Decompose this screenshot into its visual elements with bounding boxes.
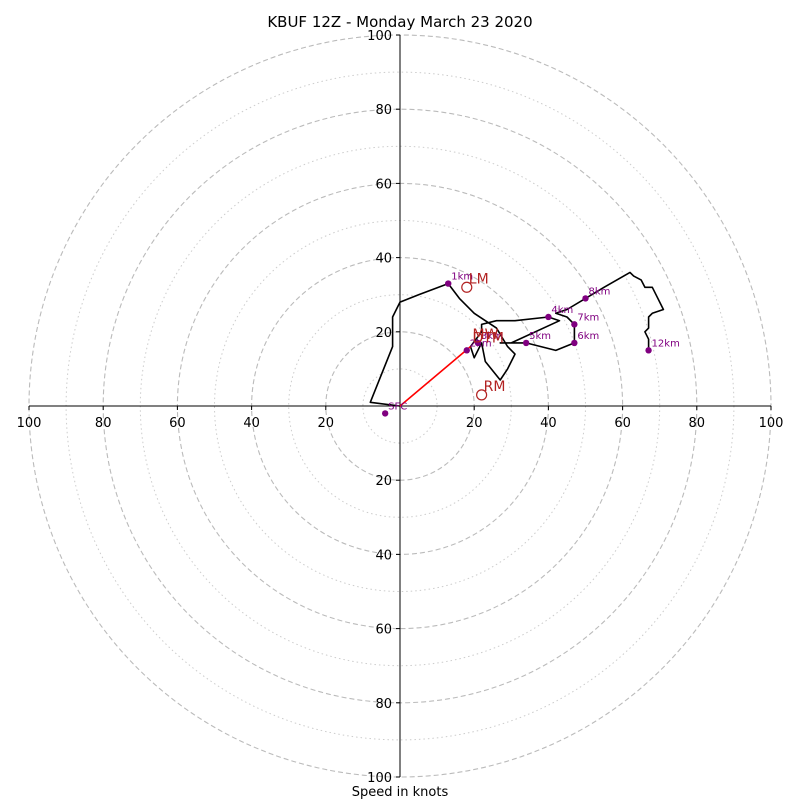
height-marker-label: 4km: [551, 305, 573, 316]
x-tick-label: 100: [759, 416, 784, 431]
height-marker-label: 12km: [652, 338, 680, 349]
y-tick-label: 60: [375, 177, 392, 192]
y-tick-label: 80: [375, 697, 392, 712]
height-marker-point: [445, 280, 452, 287]
y-tick-label: 20: [375, 474, 392, 489]
tick-labels: 100 80 60 40 20 20 40 60 80 100 20 40 60 80 100 20 40 60 8…: [17, 29, 784, 786]
height-marker-point: [463, 347, 470, 354]
height-markers: SFC1km2km3km4km5km6km7km8km12km: [381, 272, 680, 417]
height-marker-label: 7km: [577, 312, 599, 323]
x-tick-label: 60: [169, 416, 186, 431]
y-tick-label: 100: [367, 29, 392, 44]
storm-motion-label: MW: [472, 327, 498, 343]
y-tick-label: 40: [375, 548, 392, 563]
hodograph-line: [369, 271, 665, 407]
chart-title: KBUF 12Z - Monday March 23 2020: [267, 13, 532, 31]
x-tick-label: 40: [540, 416, 557, 431]
x-tick-label: 80: [689, 416, 706, 431]
x-tick-label: 80: [95, 416, 112, 431]
height-marker-point: [474, 339, 482, 347]
shear-vector-line: [399, 346, 472, 407]
x-tick-label: 40: [243, 416, 260, 431]
x-axis-label: Speed in knots: [352, 785, 449, 800]
storm-motion-point: [476, 389, 488, 401]
hodograph-trace: [369, 271, 665, 407]
x-tick-label: 20: [466, 416, 483, 431]
height-marker-point: [571, 339, 578, 347]
x-tick-label: 100: [17, 416, 42, 431]
x-tick-label: 20: [318, 416, 335, 431]
x-tick-label: 60: [614, 416, 631, 431]
y-tick-label: 60: [375, 623, 392, 638]
height-marker-label: 8km: [589, 286, 611, 297]
height-marker-label: 6km: [577, 331, 599, 342]
y-tick-label: 100: [367, 771, 392, 786]
height-marker-point: [545, 313, 552, 321]
height-marker-label: 3km: [481, 331, 503, 342]
y-tick-label: 20: [375, 326, 392, 341]
height-marker-point: [381, 410, 389, 417]
shear-vector: [399, 346, 472, 407]
height-marker-point: [582, 295, 589, 302]
height-marker-point: [571, 321, 578, 328]
height-marker-point: [645, 347, 652, 354]
storm-motion-label: RM: [484, 379, 506, 395]
storm-motion-point: [461, 281, 473, 293]
height-marker-point: [522, 339, 530, 347]
y-tick-label: 40: [375, 252, 392, 267]
height-marker-label: 1km: [451, 272, 473, 283]
height-marker-label: SFC: [388, 401, 407, 412]
storm-motion-label: LM: [469, 271, 489, 287]
height-marker-label: 5km: [529, 331, 551, 342]
y-tick-label: 80: [375, 103, 392, 118]
storm-motion-label: DTM: [472, 331, 503, 347]
